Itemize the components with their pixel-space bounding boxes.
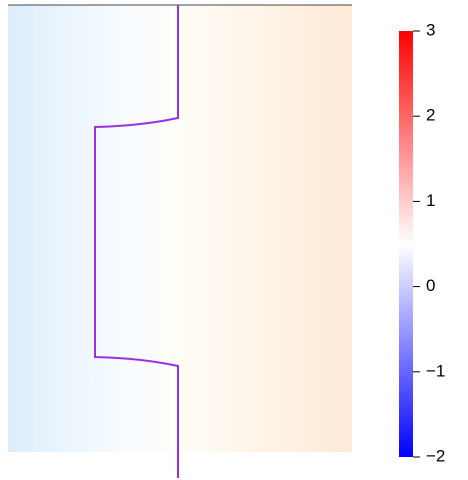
- colorbar: [399, 31, 413, 457]
- tick-label: −2: [426, 446, 445, 465]
- field-image: [8, 5, 352, 452]
- tick-label: 2: [426, 106, 435, 125]
- tick-label: −1: [426, 361, 445, 380]
- tick-label: 1: [426, 191, 435, 210]
- tick-label: 0: [426, 276, 435, 295]
- contour-line: [94, 5, 179, 478]
- tick-label: 3: [426, 20, 435, 39]
